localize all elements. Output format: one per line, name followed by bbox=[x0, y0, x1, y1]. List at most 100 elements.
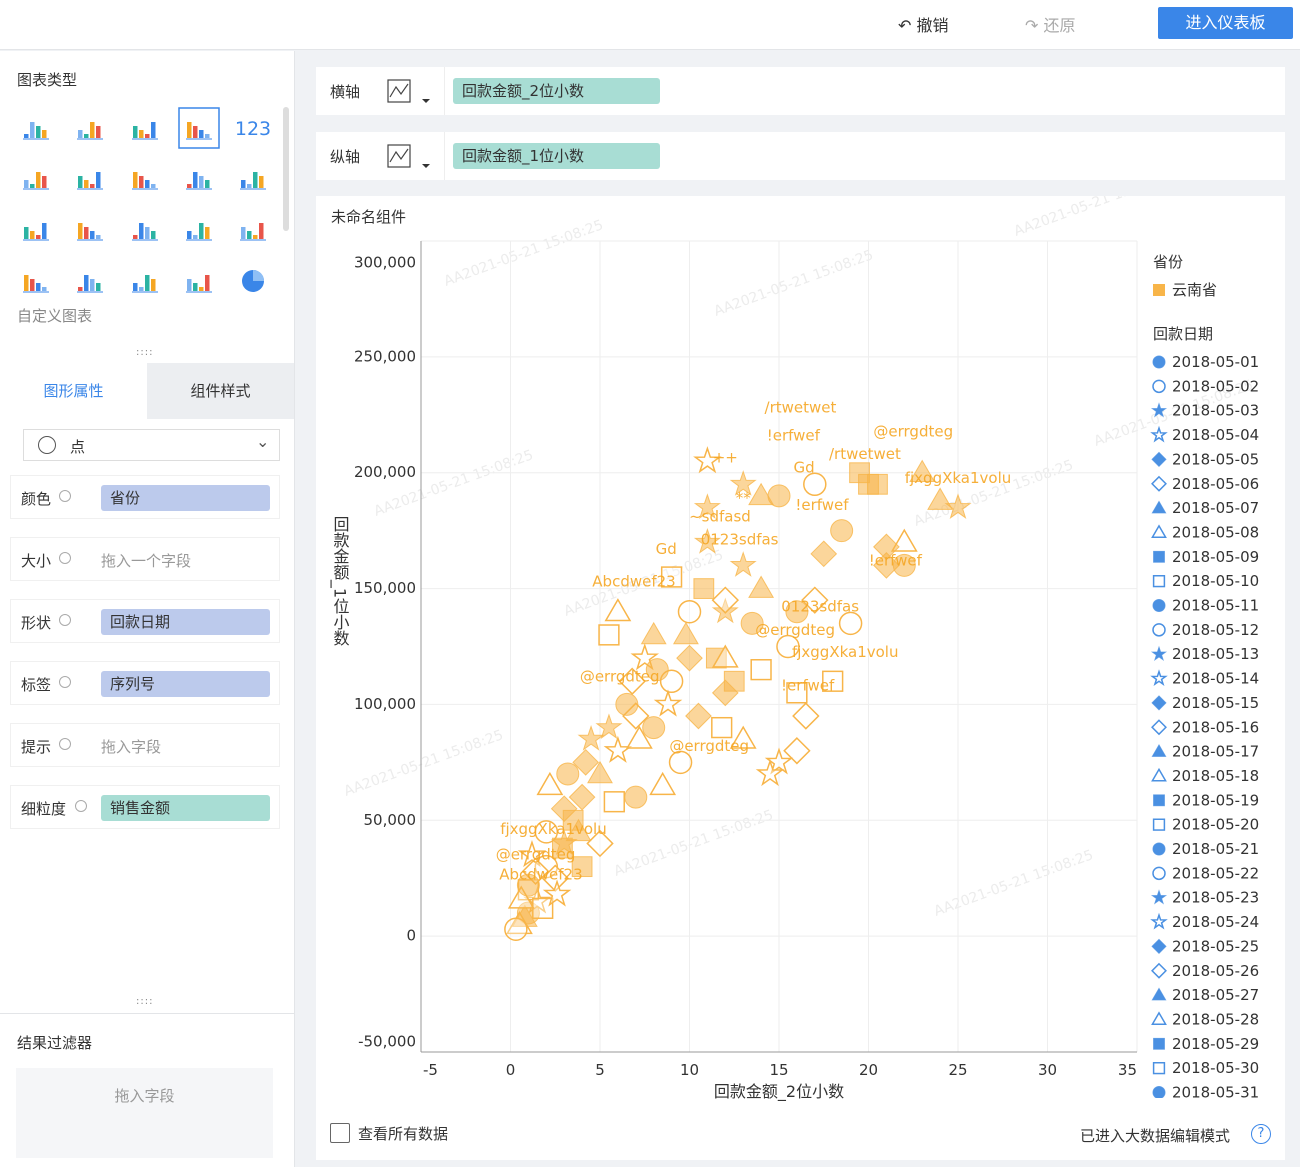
chart-type-icon[interactable] bbox=[186, 223, 212, 241]
chart-type-icon[interactable] bbox=[240, 223, 266, 241]
legend-label: 2018-05-24 bbox=[1172, 913, 1259, 931]
icon-shape bbox=[205, 275, 210, 291]
point-label: !erfwef bbox=[869, 551, 923, 569]
chart-type-icon[interactable] bbox=[77, 275, 103, 293]
icon-shape bbox=[133, 283, 138, 291]
undo-button[interactable]: ↶ 撤销 bbox=[898, 16, 949, 35]
axis-icon bbox=[387, 144, 430, 168]
dropdown-caret bbox=[422, 99, 430, 103]
point-label: /rtwetwet bbox=[829, 445, 901, 463]
icon-shape bbox=[36, 235, 41, 239]
chart-type-icon[interactable] bbox=[77, 223, 103, 241]
field-pill[interactable]: 序列号 bbox=[101, 671, 270, 697]
field-pill[interactable]: 回款日期 bbox=[101, 609, 270, 635]
field-pill[interactable]: 回款金额_1位小数 bbox=[453, 143, 660, 169]
icon-shape bbox=[30, 231, 35, 239]
point bbox=[653, 689, 683, 717]
legend-label: 2018-05-19 bbox=[1172, 791, 1259, 809]
point bbox=[748, 482, 775, 506]
field-pill[interactable]: 销售金额 bbox=[101, 795, 270, 821]
legend-marker bbox=[1151, 475, 1167, 492]
legend-marker bbox=[1152, 1062, 1166, 1075]
chart-type-icon[interactable] bbox=[132, 172, 158, 190]
divider bbox=[0, 1013, 295, 1014]
icon-shape bbox=[30, 184, 35, 188]
point-label: @errgdteg bbox=[873, 422, 953, 440]
redo-button[interactable]: ↷ 还原 bbox=[1025, 16, 1076, 35]
field-pill[interactable]: 回款金额_2位小数 bbox=[453, 78, 660, 104]
drag-handle[interactable]: :::: bbox=[136, 996, 154, 1007]
legend-label: 2018-05-22 bbox=[1172, 864, 1259, 882]
shelf-label: 横轴 bbox=[330, 83, 361, 101]
filter-dropzone[interactable]: 拖入字段 bbox=[16, 1068, 273, 1158]
legend-marker bbox=[1151, 719, 1167, 736]
checkbox[interactable] bbox=[330, 1123, 350, 1143]
chart-type-icon[interactable] bbox=[186, 172, 212, 190]
watermark: AA2021-05-21 15:08:25 bbox=[1012, 196, 1176, 240]
chart-type-icon[interactable] bbox=[242, 270, 264, 292]
field-pill[interactable]: 省份 bbox=[101, 485, 270, 511]
legend-label: 2018-05-17 bbox=[1172, 743, 1259, 761]
chart-type-icon[interactable] bbox=[186, 275, 212, 293]
help-icon[interactable]: ? bbox=[1251, 1124, 1271, 1144]
legend-label: 2018-05-14 bbox=[1172, 670, 1259, 688]
icon-shape bbox=[78, 176, 83, 188]
chart-type-icon[interactable] bbox=[132, 122, 158, 140]
point bbox=[873, 533, 900, 561]
chart-type-icon[interactable] bbox=[23, 122, 49, 140]
icon-shape bbox=[253, 172, 258, 188]
point bbox=[748, 575, 775, 598]
drag-handle[interactable]: :::: bbox=[136, 347, 154, 358]
point bbox=[541, 864, 569, 892]
show-all-label: 查看所有数据 bbox=[358, 1125, 449, 1143]
legend-label: 2018-05-02 bbox=[1172, 377, 1259, 395]
chart-type-icon[interactable] bbox=[23, 172, 49, 190]
gear-icon bbox=[59, 614, 71, 626]
chart-type-icon[interactable] bbox=[132, 275, 158, 293]
property-label: 细粒度 bbox=[21, 800, 67, 818]
icon-shape bbox=[241, 180, 246, 188]
icon-shape bbox=[36, 172, 41, 188]
icon-shape bbox=[24, 180, 29, 188]
point-label: !erfwef bbox=[767, 426, 821, 444]
point bbox=[801, 586, 829, 614]
point bbox=[711, 716, 733, 739]
icon-shape bbox=[42, 223, 47, 239]
custom-chart[interactable]: 自定义图表 bbox=[17, 307, 93, 325]
point bbox=[867, 473, 888, 495]
chart-type-icon[interactable] bbox=[23, 275, 49, 293]
property-label: 形状 bbox=[21, 614, 52, 632]
chart-type-icon[interactable] bbox=[132, 223, 158, 241]
chart-type-icon[interactable]: 123 bbox=[235, 118, 271, 140]
mark-type-select[interactable]: 点 ⌄ bbox=[23, 429, 280, 461]
point-label: /rtwetwet bbox=[765, 398, 837, 416]
legend-label: 2018-05-29 bbox=[1172, 1035, 1259, 1053]
chart-type-icon[interactable] bbox=[240, 172, 266, 190]
dashboard-button[interactable]: 进入仪表板 bbox=[1158, 7, 1293, 39]
tab[interactable]: 组件样式 bbox=[147, 363, 294, 419]
chart-type-icon[interactable] bbox=[77, 122, 103, 140]
y-axis-label: 回款金额_1位小数 bbox=[330, 516, 350, 646]
point-label: ~sdfasd bbox=[689, 507, 751, 525]
legend-label: 2018-05-25 bbox=[1172, 937, 1259, 955]
icon-shape bbox=[259, 176, 264, 188]
icon-shape bbox=[145, 134, 150, 138]
icon-shape bbox=[205, 227, 210, 239]
point bbox=[786, 682, 808, 704]
legend-label: 2018-05-31 bbox=[1172, 1084, 1259, 1102]
tab-active[interactable]: 图形属性 bbox=[0, 363, 147, 419]
chart-type-icon[interactable] bbox=[77, 172, 103, 190]
legend-marker bbox=[1151, 767, 1167, 782]
point-label: 0123sdfas bbox=[781, 598, 859, 616]
icon-shape bbox=[78, 287, 83, 291]
chart-type-icon[interactable] bbox=[178, 107, 220, 149]
icon-shape bbox=[133, 126, 138, 138]
point bbox=[618, 667, 646, 695]
icon-shape bbox=[139, 287, 144, 291]
legend-marker bbox=[1150, 912, 1168, 930]
scrollbar bbox=[283, 107, 289, 231]
legend-label: 2018-05-16 bbox=[1172, 718, 1259, 736]
chart-type-icon[interactable] bbox=[23, 223, 49, 241]
legend-label: 2018-05-15 bbox=[1172, 694, 1259, 712]
